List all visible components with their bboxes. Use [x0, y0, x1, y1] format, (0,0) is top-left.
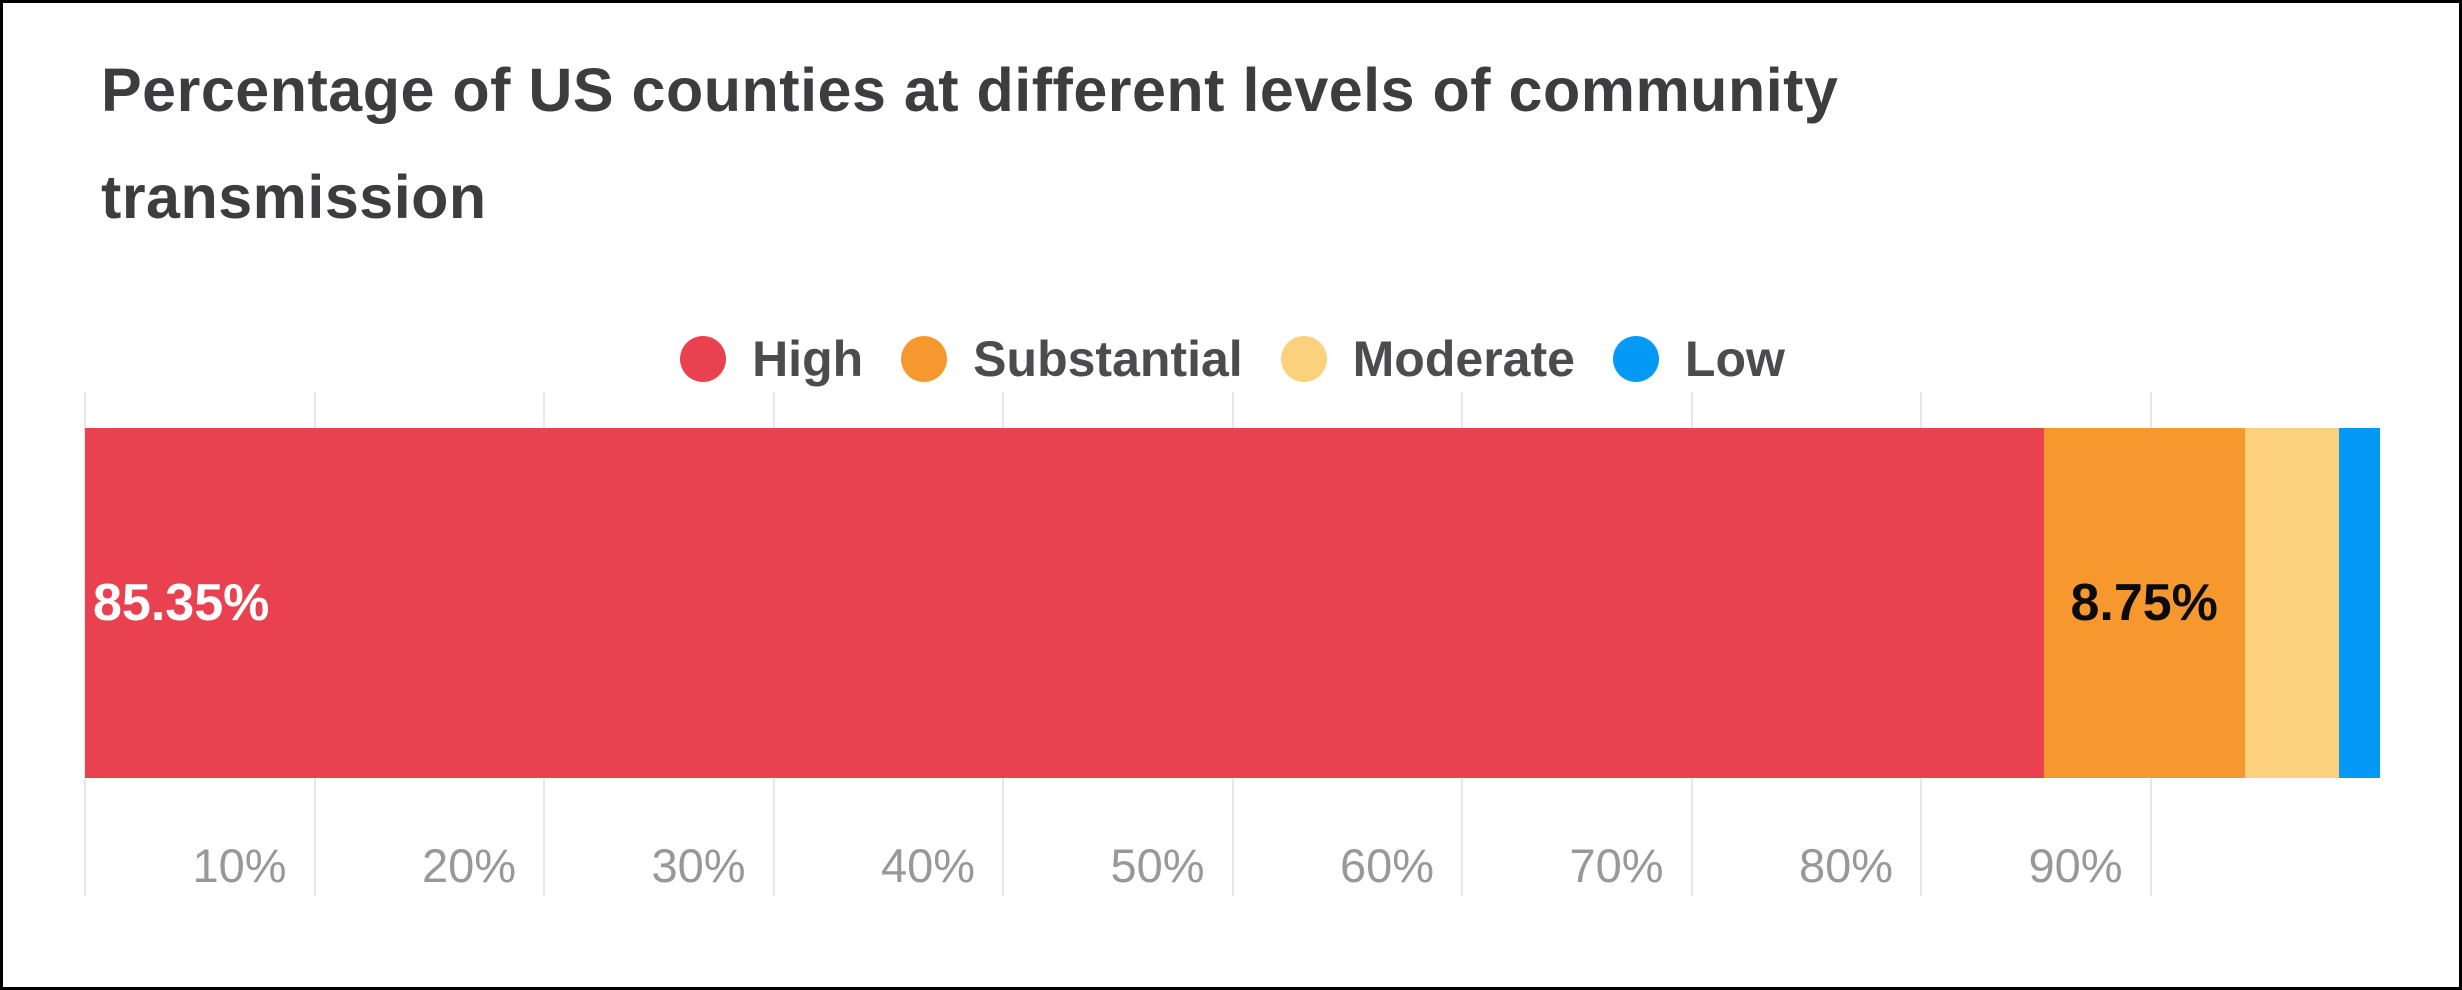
x-tick-label: 80% [1798, 839, 1894, 892]
bar-segment-high[interactable]: 85.35% [85, 428, 2044, 778]
x-tick-label: 10% [192, 839, 287, 892]
chart-title: Percentage of US counties at different l… [101, 37, 2341, 251]
x-tick-label: 20% [421, 839, 517, 892]
legend-swatch-circle-icon [680, 336, 727, 382]
x-tick-label: 70% [1569, 839, 1664, 892]
legend: High Substantial Moderate Low [85, 329, 2380, 389]
stacked-bar: 85.35% 8.75% [85, 428, 2380, 778]
x-tick-label: 50% [1110, 839, 1205, 892]
bar-segment-moderate[interactable] [2244, 428, 2339, 778]
x-tick-label: 60% [1339, 839, 1435, 892]
legend-item-high[interactable]: High [680, 330, 863, 388]
legend-item-label: Moderate [1352, 331, 1575, 387]
chart-title-line2: transmission [101, 163, 487, 231]
legend-item-label: Low [1684, 331, 1785, 387]
x-tick-label: 30% [651, 839, 746, 892]
legend-item-label: Substantial [973, 331, 1243, 387]
x-tick-label: 90% [2028, 839, 2123, 892]
legend-item-label: High [752, 331, 864, 387]
bar-segment-low[interactable] [2338, 428, 2380, 778]
legend-item-low[interactable]: Low [1612, 330, 1785, 388]
legend-swatch-circle-icon [1612, 336, 1659, 382]
legend-swatch-circle-icon [1280, 336, 1327, 382]
x-tick-label: 40% [880, 839, 976, 892]
bar-segment-value-label: 8.75% [2070, 574, 2218, 632]
legend-item-moderate[interactable]: Moderate [1280, 330, 1575, 388]
legend-item-substantial[interactable]: Substantial [901, 330, 1243, 388]
bar-segment-value-label: 85.35% [93, 574, 270, 632]
chart-title-line1: Percentage of US counties at different l… [101, 56, 1839, 124]
bar-segment-substantial[interactable]: 8.75% [2043, 428, 2245, 778]
legend-swatch-circle-icon [901, 336, 948, 382]
